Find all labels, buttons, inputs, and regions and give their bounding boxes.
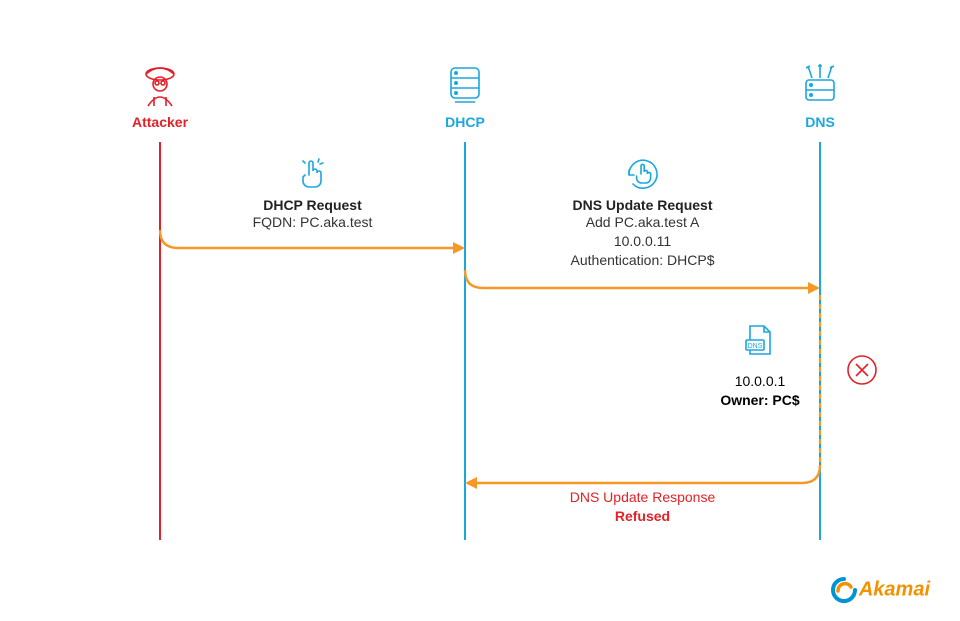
- dns-update-request-text: DNS Update Request Add PC.aka.test A 10.…: [523, 197, 763, 270]
- actor-dns-label: DNS: [760, 114, 880, 130]
- lifeline-attacker: [159, 142, 161, 540]
- dns-record-text: 10.0.0.1 Owner: PC$: [690, 372, 830, 410]
- akamai-logo-text: Akamai: [859, 578, 930, 600]
- actor-attacker-label: Attacker: [100, 114, 220, 130]
- dns-record-ip: 10.0.0.1: [690, 372, 830, 391]
- dhcp-request-body-0: FQDN: PC.aka.test: [203, 213, 423, 232]
- refresh-hand-icon: [621, 152, 665, 196]
- dhcp-request-title: DHCP Request: [203, 197, 423, 213]
- dhcp-request-text: DHCP Request FQDN: PC.aka.test: [203, 197, 423, 232]
- diagram-stage: Attacker DHCP: [0, 0, 960, 621]
- dns-update-response-text: DNS Update Response Refused: [513, 488, 773, 526]
- akamai-swirl-icon: [831, 577, 857, 603]
- dhcp-server-icon: [441, 60, 489, 108]
- lifeline-dhcp: [464, 142, 466, 540]
- dns-record-owner: Owner: PC$: [690, 391, 830, 410]
- svg-text:DNS: DNS: [748, 343, 763, 350]
- dns-update-request-body-2: Authentication: DHCP$: [523, 251, 763, 270]
- akamai-logo: Akamai: [831, 577, 930, 603]
- pointer-hand-icon: [295, 155, 331, 191]
- attacker-icon: [136, 60, 184, 108]
- dns-update-request-body-1: 10.0.0.11: [523, 232, 763, 251]
- actor-dns: DNS: [760, 60, 880, 130]
- dns-update-response-title: DNS Update Response: [513, 488, 773, 507]
- dns-record-icon: DNS: [740, 320, 780, 360]
- actor-dhcp-label: DHCP: [405, 114, 525, 130]
- actor-dhcp: DHCP: [405, 60, 525, 130]
- fail-x-icon: [845, 353, 879, 387]
- dns-update-request-title: DNS Update Request: [523, 197, 763, 213]
- dns-update-response-status: Refused: [513, 507, 773, 526]
- actor-attacker: Attacker: [100, 60, 220, 130]
- lifeline-dns: [819, 142, 821, 540]
- dns-server-icon: [796, 60, 844, 108]
- dns-update-request-body-0: Add PC.aka.test A: [523, 213, 763, 232]
